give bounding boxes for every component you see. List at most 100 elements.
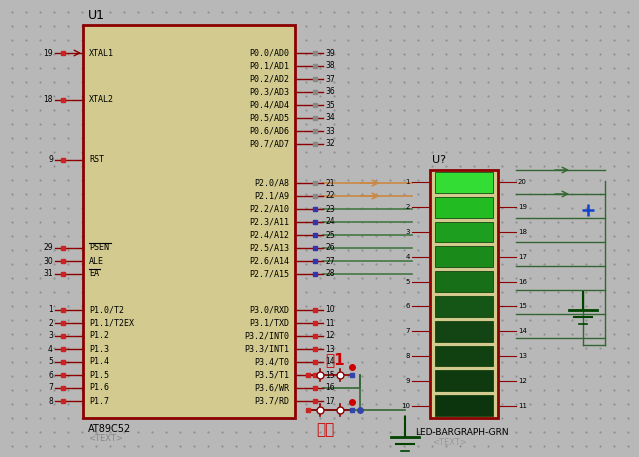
Text: 9: 9 [406,378,410,384]
Bar [435,197,493,218]
Text: RST: RST [89,155,104,165]
Text: 6: 6 [406,303,410,309]
Text: P3.1/TXD: P3.1/TXD [249,319,289,328]
Text: P2.2/A10: P2.2/A10 [249,204,289,213]
Text: 3: 3 [406,229,410,235]
Bar [435,271,493,292]
Text: P3.0/RXD: P3.0/RXD [249,305,289,314]
Text: P3.4/T0: P3.4/T0 [254,357,289,367]
Text: 35: 35 [325,101,335,110]
Text: P2.6/A14: P2.6/A14 [249,256,289,266]
Text: 5: 5 [48,357,53,367]
Text: 37: 37 [325,74,335,84]
Text: 38: 38 [325,62,335,70]
Text: 20: 20 [518,180,527,186]
Bar [435,345,493,367]
Text: 加1: 加1 [325,352,344,367]
Text: P2.7/A15: P2.7/A15 [249,270,289,278]
Text: 17: 17 [325,397,335,405]
Text: P0.6/AD6: P0.6/AD6 [249,127,289,135]
Text: 3: 3 [48,331,53,340]
Text: P1.6: P1.6 [89,383,109,393]
Text: 5: 5 [406,279,410,285]
Text: 24: 24 [325,218,335,227]
Text: P1.1/T2EX: P1.1/T2EX [89,319,134,328]
Text: P1.2: P1.2 [89,331,109,340]
Text: 29: 29 [43,244,53,253]
Text: 7: 7 [48,383,53,393]
Text: LED-BARGRAPH-GRN: LED-BARGRAPH-GRN [415,428,509,437]
Text: 27: 27 [325,256,335,266]
Bar [435,371,493,391]
Text: 12: 12 [325,331,334,340]
Text: U?: U? [432,155,446,165]
Bar [435,172,493,193]
Text: P2.4/A12: P2.4/A12 [249,230,289,239]
Text: 33: 33 [325,127,335,135]
Text: 11: 11 [518,403,527,409]
Text: P3.2/INT0: P3.2/INT0 [244,331,289,340]
Text: 31: 31 [43,270,53,278]
Text: 16: 16 [325,383,335,393]
Text: 13: 13 [518,353,527,359]
Text: 4: 4 [406,254,410,260]
Text: P0.1/AD1: P0.1/AD1 [249,62,289,70]
Text: 10: 10 [325,305,335,314]
Text: 15: 15 [518,303,527,309]
Text: P3.7/RD: P3.7/RD [254,397,289,405]
Text: XTAL1: XTAL1 [89,48,114,58]
Text: P1.3: P1.3 [89,345,109,354]
Text: 32: 32 [325,139,335,149]
Text: P3.5/T1: P3.5/T1 [254,371,289,379]
Text: 4: 4 [48,345,53,354]
Text: P0.5/AD5: P0.5/AD5 [249,113,289,122]
Text: 8: 8 [49,397,53,405]
Text: P3.3/INT1: P3.3/INT1 [244,345,289,354]
Text: 12: 12 [518,378,527,384]
Text: 26: 26 [325,244,335,253]
Text: 18: 18 [518,229,527,235]
Text: 减一: 减一 [316,423,334,437]
Text: P1.4: P1.4 [89,357,109,367]
Text: P2.3/A11: P2.3/A11 [249,218,289,227]
Text: 15: 15 [325,371,335,379]
Text: AT89C52: AT89C52 [88,424,131,434]
Text: P2.1/A9: P2.1/A9 [254,191,289,201]
Text: 6: 6 [48,371,53,379]
Text: P1.0/T2: P1.0/T2 [89,305,124,314]
Text: 39: 39 [325,48,335,58]
Text: XTAL2: XTAL2 [89,96,114,105]
Text: 2: 2 [406,204,410,210]
Text: 7: 7 [406,328,410,334]
Text: 36: 36 [325,87,335,96]
Bar [435,296,493,317]
Text: 1: 1 [49,305,53,314]
Text: 11: 11 [325,319,334,328]
Text: 8: 8 [406,353,410,359]
Bar [83,25,295,418]
Text: 1: 1 [406,180,410,186]
Text: P1.7: P1.7 [89,397,109,405]
Bar [430,170,498,418]
Text: 10: 10 [401,403,410,409]
Text: U1: U1 [88,9,105,22]
Bar [435,395,493,416]
Text: 25: 25 [325,230,335,239]
Text: P2.0/A8: P2.0/A8 [254,179,289,187]
Text: P3.6/WR: P3.6/WR [254,383,289,393]
Bar [435,246,493,267]
Text: 9: 9 [48,155,53,165]
Text: 34: 34 [325,113,335,122]
Text: P0.2/AD2: P0.2/AD2 [249,74,289,84]
Text: 23: 23 [325,204,335,213]
Text: 16: 16 [518,279,527,285]
Text: P0.3/AD3: P0.3/AD3 [249,87,289,96]
Text: PSEN: PSEN [89,244,109,253]
Text: EA: EA [89,270,99,278]
Text: 17: 17 [518,254,527,260]
Text: 22: 22 [325,191,334,201]
Text: 30: 30 [43,256,53,266]
Text: 28: 28 [325,270,334,278]
Text: 19: 19 [43,48,53,58]
Text: 21: 21 [325,179,334,187]
